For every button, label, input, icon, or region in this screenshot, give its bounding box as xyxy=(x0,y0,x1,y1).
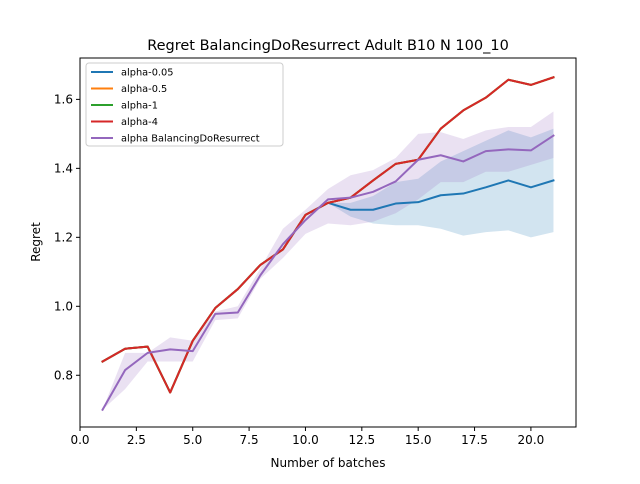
x-tick-label: 17.5 xyxy=(461,433,488,447)
legend-label: alpha-1 xyxy=(121,101,158,112)
legend-item-alpha-balancingdoresurrect: alpha BalancingDoResurrect xyxy=(91,134,260,145)
y-tick-label: 1.2 xyxy=(54,231,73,245)
x-axis-ticks: 0.0 2.5 5.0 7.5 10.0 12.5 15.0 17.5 20.0 xyxy=(70,427,544,447)
x-tick-label: 20.0 xyxy=(518,433,545,447)
legend-item-alpha-4: alpha-4 xyxy=(91,117,158,128)
x-tick-label: 7.5 xyxy=(240,433,259,447)
legend-item-alpha-1: alpha-1 xyxy=(91,101,158,112)
x-axis-label: Number of batches xyxy=(271,456,386,470)
y-axis-ticks: 0.8 1.0 1.2 1.4 1.6 xyxy=(54,93,80,383)
x-tick-label: 12.5 xyxy=(348,433,375,447)
legend: alpha-0.05 alpha-0.5 alpha-1 alpha-4 alpha B… xyxy=(85,62,284,147)
series-line-alpha-4 xyxy=(101,76,555,394)
x-tick-label: 0.0 xyxy=(70,433,89,447)
axes-frame xyxy=(79,57,577,428)
chart-title: Regret BalancingDoResurrect Adult B10 N … xyxy=(147,38,509,54)
legend-label: alpha-4 xyxy=(121,117,158,128)
y-tick-label: 1.0 xyxy=(54,300,73,314)
x-tick-label: 2.5 xyxy=(127,433,146,447)
legend-item-alpha-0-5: alpha-0.5 xyxy=(91,84,167,95)
x-tick-label: 10.0 xyxy=(292,433,319,447)
legend-label: alpha-0.5 xyxy=(121,84,167,95)
y-axis-label: Regret xyxy=(29,222,43,262)
series-line-alpha-balancingdoresurrect xyxy=(101,134,555,412)
legend-label: alpha BalancingDoResurrect xyxy=(121,134,260,145)
legend-box xyxy=(85,62,284,147)
y-tick-label: 1.6 xyxy=(54,93,73,107)
y-tick-label: 1.4 xyxy=(54,162,73,176)
band-alpha-balancingdoresurrect xyxy=(102,111,554,410)
x-tick-label: 15.0 xyxy=(405,433,432,447)
series-lines xyxy=(101,76,555,412)
legend-label: alpha-0.05 xyxy=(121,68,174,79)
y-tick-label: 0.8 xyxy=(54,369,73,383)
x-tick-label: 5.0 xyxy=(183,433,202,447)
legend-item-alpha-0-05: alpha-0.05 xyxy=(91,68,174,79)
